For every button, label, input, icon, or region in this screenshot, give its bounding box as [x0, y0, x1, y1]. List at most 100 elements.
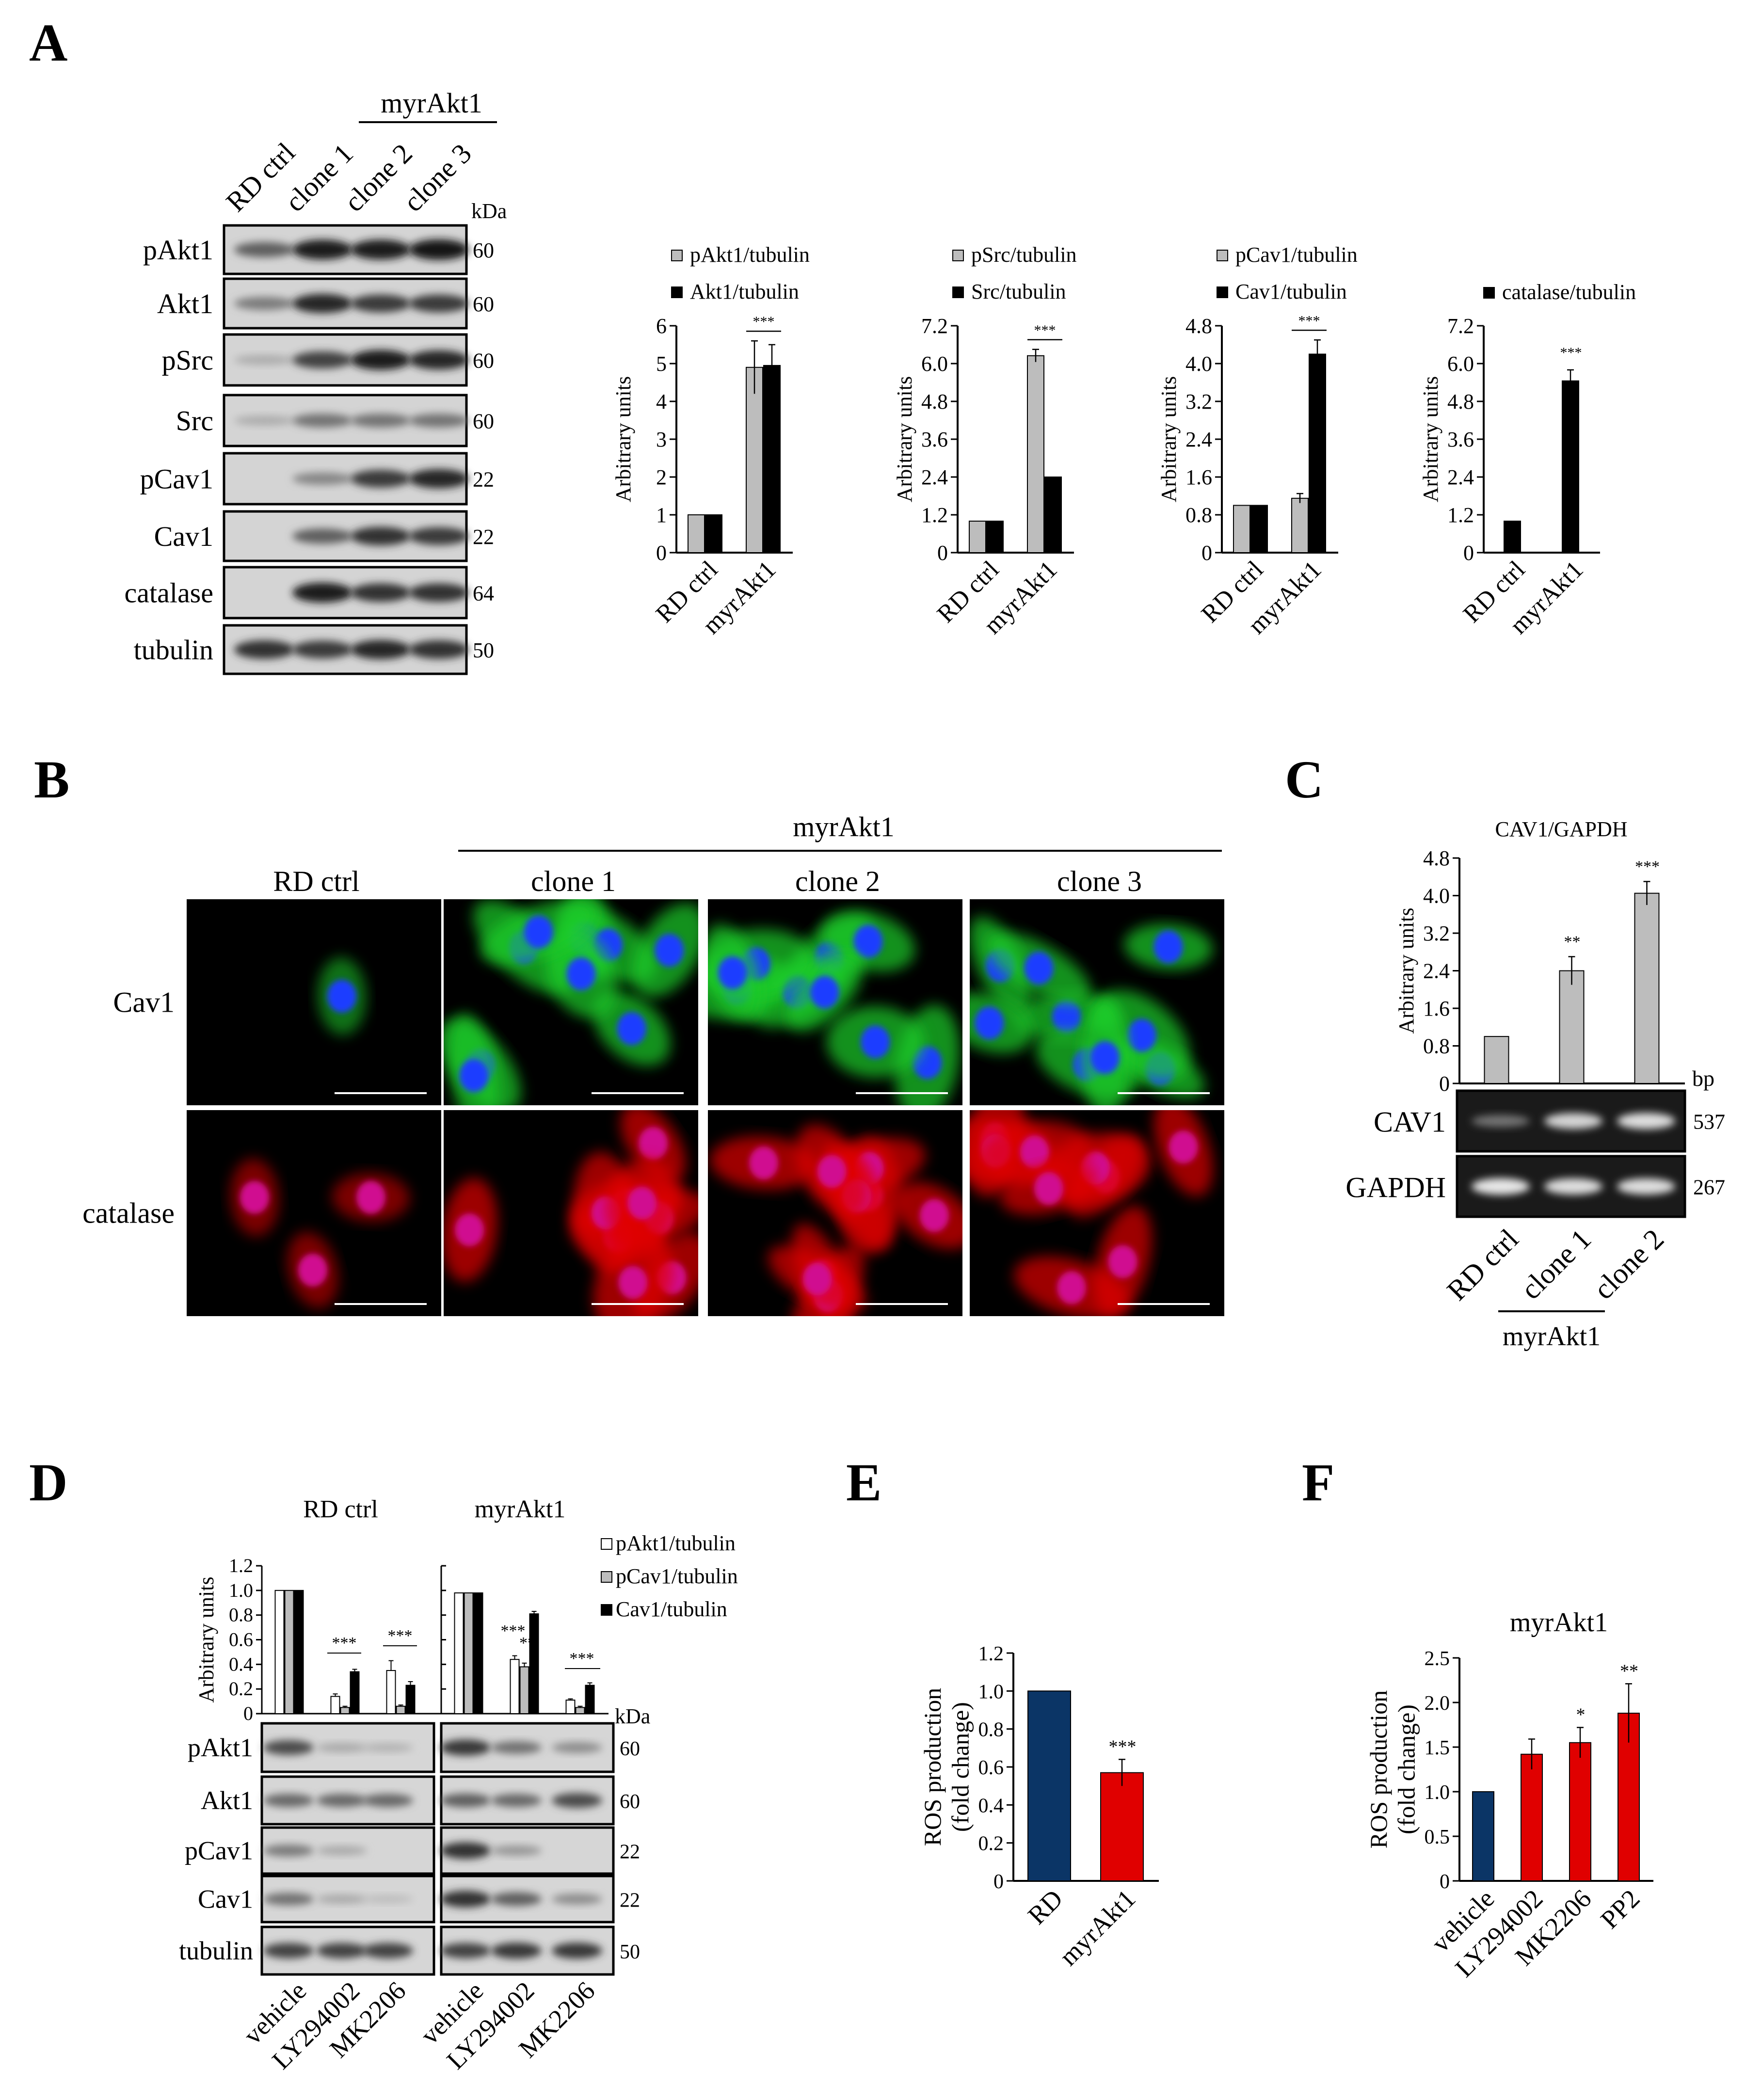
blot-band: [234, 355, 294, 365]
cell-nucleus: [718, 956, 747, 989]
blot-label: Cav1: [154, 521, 213, 552]
y-tick-label: 1.5: [1425, 1737, 1450, 1759]
catalase-micrograph: [708, 1110, 962, 1316]
bar: [1569, 1742, 1591, 1882]
gel-band: [1472, 1115, 1530, 1127]
blot-band: [363, 1743, 413, 1752]
cell-nucleus: [566, 957, 596, 990]
y-tick-label: 4.8: [921, 390, 948, 414]
legend-swatch: [952, 286, 964, 298]
y-tick-label: 0.2: [978, 1833, 1004, 1855]
y-tick-label: 0: [993, 1871, 1004, 1893]
bar: [763, 365, 781, 554]
panel-f-chart: 0 0.5 1.0 1.5 2.0 2.5 ROS production (fold chan…: [1365, 1607, 1653, 1983]
blot-band: [409, 469, 469, 489]
cell-nucleus: [817, 1155, 847, 1188]
micrograph-cells: [317, 957, 367, 1035]
bar: [746, 366, 763, 553]
y-tick-label: 0.8: [1423, 1034, 1450, 1058]
blot-kda: 60: [620, 1738, 640, 1760]
y-axis-label: Arbitrary units: [893, 376, 916, 502]
legend-swatch: [1483, 287, 1495, 299]
cav1-micrograph: [970, 899, 1224, 1105]
blot-kda: 22: [620, 1890, 640, 1912]
cell-nucleus: [327, 980, 356, 1013]
cell-nucleus: [639, 1127, 668, 1160]
bar: [1634, 892, 1660, 1084]
bar: [294, 1590, 304, 1714]
cav1-micrograph: [187, 899, 441, 1105]
significance-marker: ***: [1298, 313, 1320, 329]
y-tick-label: 2.0: [1425, 1692, 1450, 1715]
micrograph-cells: [230, 1159, 410, 1308]
bar: [1100, 1772, 1144, 1881]
blot-band: [234, 640, 294, 659]
legend-swatch: [601, 1538, 612, 1550]
y-tick-label: 6: [656, 314, 667, 338]
lane-label: clone 2: [1587, 1223, 1670, 1305]
significance-marker: **: [1620, 1661, 1638, 1681]
blot-band: [363, 1895, 413, 1903]
blot-band: [317, 1894, 367, 1904]
blot-band: [491, 1845, 542, 1856]
image-column-label: clone 3: [1057, 865, 1142, 897]
bar: [1250, 505, 1268, 553]
blot-band: [552, 1742, 602, 1753]
panel-letter-f: F: [1302, 1453, 1334, 1512]
cell-nucleus: [1020, 1135, 1049, 1169]
cell-nucleus: [1057, 1271, 1087, 1305]
catalase-micrograph: [970, 1110, 1224, 1316]
gel-band: [1544, 1113, 1602, 1129]
panel-b-group-label: myrAkt1: [793, 811, 894, 843]
y-tick-label: 0.4: [229, 1653, 253, 1675]
gel-label: GAPDH: [1346, 1172, 1446, 1204]
y-tick-label: 3: [656, 428, 667, 451]
cell-nucleus: [1052, 1000, 1082, 1034]
cav1-micrograph: [708, 899, 962, 1105]
catalase-micrograph: [187, 1110, 441, 1316]
y-tick-label: 0: [1201, 541, 1212, 565]
y-axis-label: Arbitrary units: [1157, 376, 1181, 502]
bar: [1504, 521, 1521, 553]
y-tick-label: 0.8: [229, 1604, 253, 1626]
image-row-label: Cav1: [113, 986, 175, 1018]
blot-band: [409, 583, 469, 602]
bar: [1233, 505, 1250, 553]
blot-band: [292, 351, 352, 369]
panel-b-immunofluorescence: myrAkt1 RD ctrl clone 1 clone 2 clone 3 Cav…: [82, 811, 1224, 1316]
blot-kda: 22: [473, 525, 494, 549]
y-tick-label: 4.8: [1447, 390, 1474, 414]
y-tick-label: 2.5: [1425, 1648, 1450, 1670]
bar: [1291, 497, 1309, 553]
blot-band: [263, 1740, 314, 1755]
bar: [473, 1592, 483, 1715]
blot-band: [234, 297, 294, 310]
panel-letter-c: C: [1285, 750, 1323, 809]
significance-marker: **: [519, 1634, 536, 1652]
cell-nucleus: [919, 1199, 949, 1232]
y-tick-label: 1.2: [978, 1643, 1004, 1665]
blot-kda: 60: [473, 239, 494, 262]
blot-band: [317, 1943, 367, 1958]
y-tick-label: 1: [656, 503, 667, 527]
blot-band: [351, 350, 411, 370]
blot-label: pCav1: [140, 463, 213, 495]
micrograph-cells: [970, 1110, 1213, 1316]
blot-label: Akt1: [201, 1786, 253, 1815]
blot-label: pAkt1: [188, 1733, 253, 1762]
blot-band: [440, 1943, 491, 1958]
bar: [396, 1705, 406, 1714]
blot-band: [409, 527, 469, 545]
blot-band: [409, 294, 469, 313]
y-tick-label: 3.2: [1423, 922, 1450, 945]
y-tick-label: 1.0: [229, 1579, 253, 1601]
y-tick-label: 4.8: [1423, 846, 1450, 870]
legend-swatch: [1217, 286, 1228, 298]
significance-marker: ***: [570, 1650, 594, 1668]
gel-bp: 267: [1693, 1176, 1725, 1199]
legend-swatch: [952, 250, 964, 261]
blot-band: [317, 1846, 367, 1855]
bar: [585, 1685, 595, 1715]
